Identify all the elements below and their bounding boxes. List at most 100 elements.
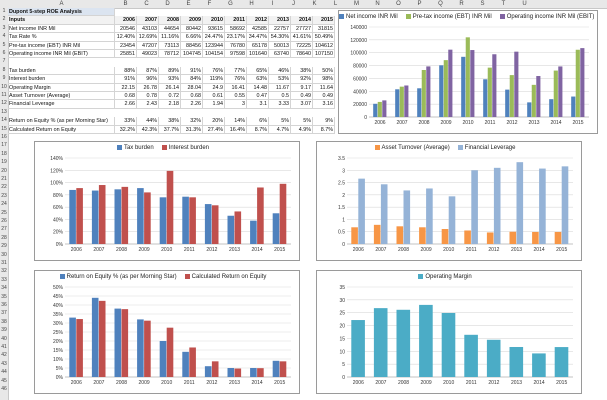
row-header-19[interactable]: 19: [1, 159, 7, 166]
column-header-h[interactable]: H: [249, 1, 254, 7]
return-on-equity-chart[interactable]: Return on Equity % (as per Morning Star)…: [34, 270, 300, 394]
table-cell[interactable]: 3: [225, 100, 247, 109]
table-cell[interactable]: 2.66: [115, 100, 137, 109]
table-cell[interactable]: 2.18: [159, 100, 181, 109]
table-cell[interactable]: 42585: [247, 24, 269, 34]
table-cell[interactable]: 23.17%: [225, 33, 247, 42]
table-cell[interactable]: 32%: [181, 117, 203, 126]
row-header-8[interactable]: 8: [2, 66, 6, 73]
table-cell[interactable]: 38%: [159, 117, 181, 126]
table-cell[interactable]: 46%: [269, 66, 291, 76]
table-cell[interactable]: 63740: [269, 50, 291, 59]
row-label[interactable]: Calculated Return on Equity: [8, 125, 115, 134]
table-cell[interactable]: 76%: [225, 75, 247, 84]
year-header[interactable]: 2007: [137, 16, 159, 25]
table-cell[interactable]: 47207: [137, 41, 159, 50]
row-header-12[interactable]: 12: [1, 100, 7, 107]
year-header[interactable]: 2014: [291, 16, 313, 25]
table-cell[interactable]: 65178: [247, 41, 269, 50]
year-header[interactable]: 2010: [203, 16, 225, 25]
table-cell[interactable]: 32.2%: [115, 125, 137, 134]
row-header-29[interactable]: 29: [1, 243, 7, 250]
column-header-l[interactable]: L: [333, 1, 338, 7]
table-cell[interactable]: 34.47%: [247, 33, 269, 42]
table-cell[interactable]: 0.72: [159, 92, 181, 101]
table-cell[interactable]: 37.7%: [159, 125, 181, 134]
table-cell[interactable]: 27727: [291, 24, 313, 34]
row-header-32[interactable]: 32: [1, 268, 7, 275]
row-header-21[interactable]: 21: [1, 176, 7, 182]
column-header-d[interactable]: D: [165, 1, 170, 7]
table-cell[interactable]: 77%: [225, 66, 247, 76]
year-header[interactable]: 2009: [181, 16, 203, 25]
table-cell[interactable]: 80442: [181, 24, 203, 34]
table-cell[interactable]: 0.68: [115, 92, 137, 101]
row-header-20[interactable]: 20: [1, 167, 7, 174]
column-header-a[interactable]: A: [59, 1, 64, 7]
year-header[interactable]: 2011: [225, 16, 247, 25]
row-header-23[interactable]: 23: [1, 192, 7, 199]
table-cell[interactable]: 104612: [313, 41, 335, 50]
table-cell[interactable]: 31815: [313, 24, 335, 34]
table-cell[interactable]: 24.9: [203, 83, 225, 92]
sheet-title[interactable]: Dupont 5-step ROE Analysis: [8, 8, 115, 17]
column-header-t[interactable]: T: [501, 1, 506, 7]
table-cell[interactable]: 23454: [115, 41, 137, 50]
column-header-i[interactable]: I: [271, 1, 274, 7]
table-cell[interactable]: 50%: [313, 66, 335, 76]
column-header-e[interactable]: E: [186, 1, 191, 7]
table-cell[interactable]: 1.94: [203, 100, 225, 109]
table-cell[interactable]: 0.55: [225, 92, 247, 101]
table-cell[interactable]: 0.68: [181, 92, 203, 101]
row-header-16[interactable]: 16: [1, 134, 7, 140]
table-cell[interactable]: 6.66%: [181, 33, 203, 42]
row-header-38[interactable]: 38: [1, 318, 7, 325]
table-cell[interactable]: 49023: [137, 50, 159, 59]
row-header-36[interactable]: 36: [1, 302, 7, 308]
row-label[interactable]: Operating Margin: [8, 83, 115, 92]
row-header-4[interactable]: 4: [2, 33, 6, 40]
table-cell[interactable]: 78640: [291, 50, 313, 59]
column-header-m[interactable]: M: [354, 1, 359, 7]
column-header-u[interactable]: U: [522, 1, 527, 7]
row-header-5[interactable]: 5: [2, 41, 6, 48]
row-header-45[interactable]: 45: [1, 377, 7, 384]
tax-interest-burden-chart[interactable]: Tax burden Interest burden 0% 20% 40% 60% 80% 1…: [34, 141, 300, 261]
column-header-c[interactable]: C: [144, 1, 149, 7]
table-cell[interactable]: 119%: [203, 75, 225, 84]
column-header-k[interactable]: K: [312, 1, 317, 7]
table-cell[interactable]: 78712: [159, 50, 181, 59]
table-cell[interactable]: 11.16%: [159, 33, 181, 42]
table-cell[interactable]: 6%: [247, 117, 269, 126]
table-cell[interactable]: 93%: [159, 75, 181, 84]
table-cell[interactable]: 96%: [137, 75, 159, 84]
operating-margin-chart[interactable]: Operating Margin 0 5 10 15 20 25 30 35 2006 2007 20…: [316, 270, 582, 394]
row-header-9[interactable]: 9: [2, 75, 6, 82]
table-cell[interactable]: 76%: [203, 66, 225, 76]
table-cell[interactable]: 72225: [291, 41, 313, 50]
column-header-b[interactable]: B: [123, 1, 128, 7]
table-cell[interactable]: 5%: [269, 117, 291, 126]
income-chart[interactable]: Net income INR Mil Pre-tax income (EBT) I…: [338, 10, 598, 134]
row-header-25[interactable]: 25: [1, 209, 7, 216]
table-cell[interactable]: 8.7%: [247, 125, 269, 134]
table-cell[interactable]: 9%: [313, 117, 335, 126]
column-header-p[interactable]: P: [417, 1, 422, 7]
table-cell[interactable]: 91%: [115, 75, 137, 84]
table-cell[interactable]: 76780: [225, 41, 247, 50]
year-header[interactable]: 2008: [159, 16, 181, 25]
table-cell[interactable]: 87%: [137, 66, 159, 76]
table-cell[interactable]: 26.78: [137, 83, 159, 92]
column-header-g[interactable]: G: [228, 1, 233, 7]
table-cell[interactable]: 4.7%: [269, 125, 291, 134]
table-cell[interactable]: 54.30%: [269, 33, 291, 42]
row-label[interactable]: Net income INR Mil: [8, 24, 115, 34]
row-header-34[interactable]: 34: [1, 285, 7, 292]
year-header[interactable]: 2006: [115, 16, 137, 25]
table-cell[interactable]: 98%: [313, 75, 335, 84]
table-cell[interactable]: 101640: [247, 50, 269, 59]
table-cell[interactable]: 4.9%: [291, 125, 313, 134]
row-label[interactable]: Operating income INR Mil (EBIT): [8, 50, 115, 59]
table-cell[interactable]: 38%: [291, 66, 313, 76]
table-cell[interactable]: 97598: [225, 50, 247, 59]
